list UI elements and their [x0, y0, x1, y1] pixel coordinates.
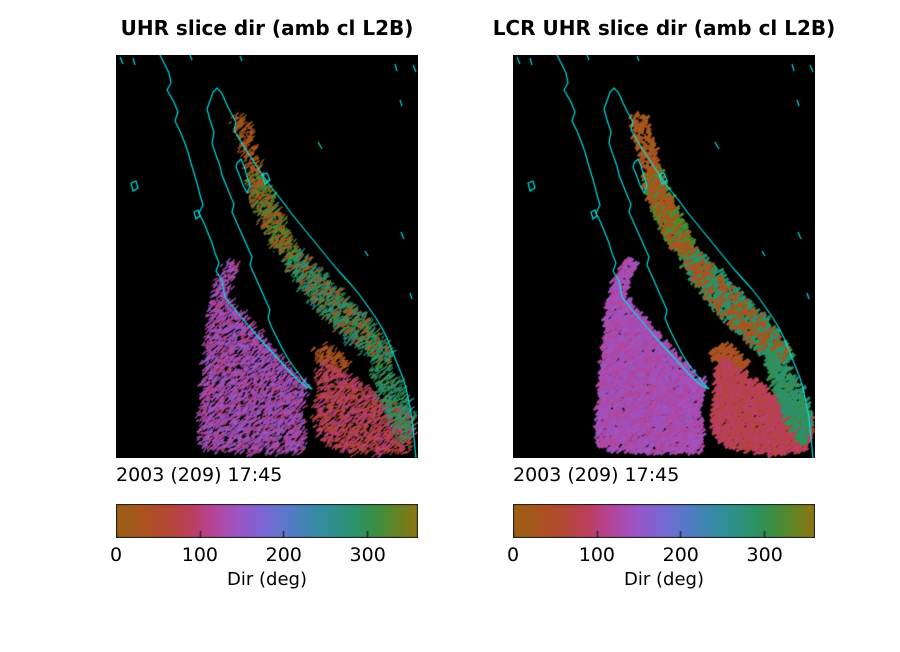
colorbar-tick-label-100: 100 [578, 544, 616, 566]
wind-direction-map [513, 55, 815, 458]
colorbar [116, 504, 418, 538]
panel-title: UHR slice dir (amb cl L2B) [120, 16, 414, 40]
panel-title: LCR UHR slice dir (amb cl L2B) [492, 16, 836, 40]
timestamp-label: 2003 (209) 17:45 [513, 464, 680, 486]
colorbar-axis-label: Dir (deg) [624, 569, 704, 590]
colorbar-tick-label-200: 200 [662, 544, 699, 566]
colorbar-tick-label-100: 100 [181, 544, 219, 566]
panel-uhr: UHR slice dir (amb cl L2B) 2003 (209) 17… [110, 0, 418, 652]
colorbar-axis-label: Dir (deg) [227, 569, 307, 590]
colorbar-tick-label-0: 0 [506, 544, 520, 566]
colorbar-tick-label-200: 200 [265, 544, 302, 566]
colorbar [513, 504, 815, 538]
colorbar-tick-label-0: 0 [109, 544, 123, 566]
colorbar-tick-label-300: 300 [349, 544, 386, 566]
timestamp-label: 2003 (209) 17:45 [116, 464, 283, 486]
colorbar-tick-label-300: 300 [746, 544, 783, 566]
panel-lcr-uhr: LCR UHR slice dir (amb cl L2B) 2003 (209… [493, 0, 836, 652]
wind-direction-map [116, 55, 418, 458]
